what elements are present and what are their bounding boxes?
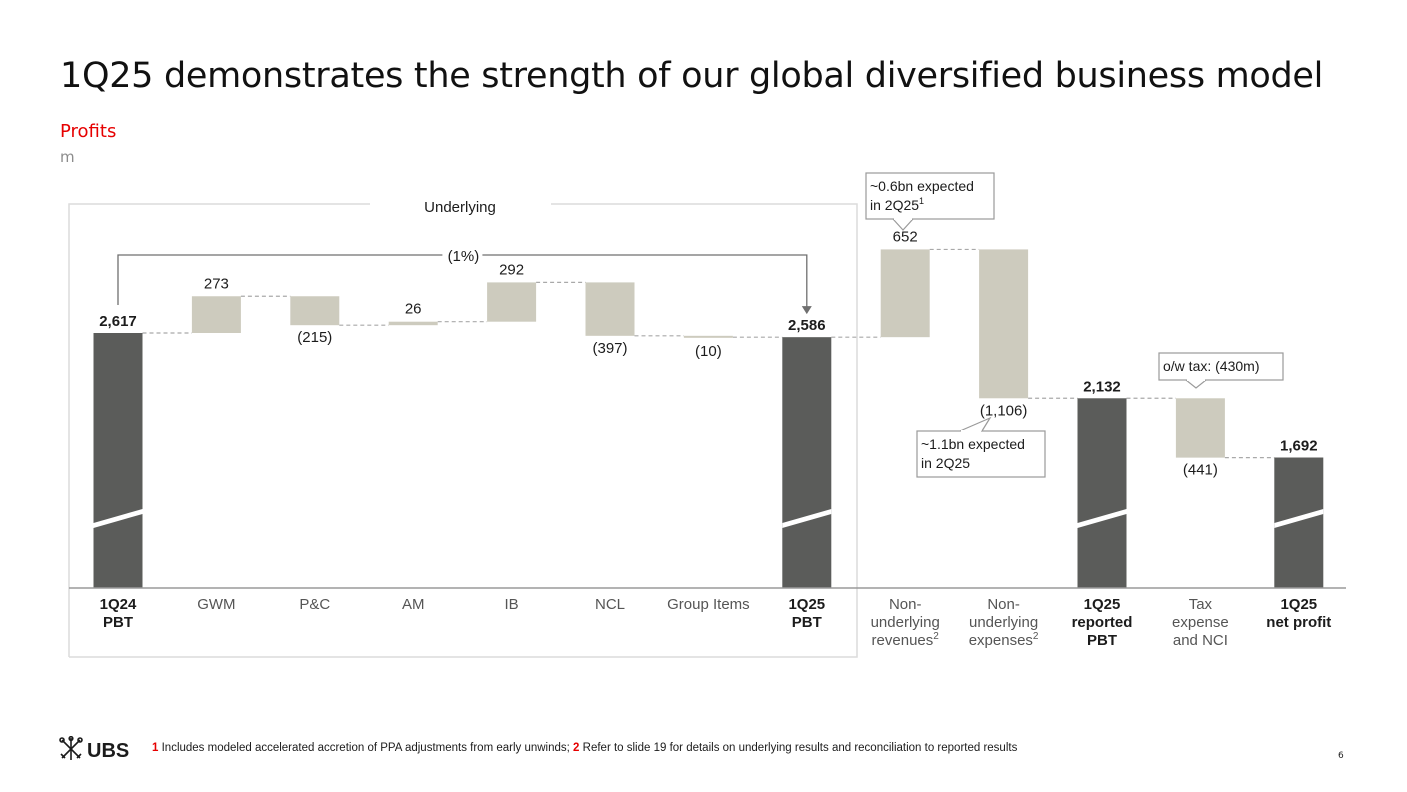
category-label: GWM xyxy=(197,596,235,613)
value-label: 26 xyxy=(405,301,422,318)
keys-icon xyxy=(59,736,83,760)
chart-unit: m xyxy=(60,148,75,166)
total-bar xyxy=(782,337,832,588)
footnote-1-text: Includes modeled accelerated accretion o… xyxy=(158,742,574,754)
category-label: 1Q24 PBT xyxy=(100,596,137,631)
value-label: (441) xyxy=(1183,462,1218,479)
delta-bar xyxy=(388,321,438,326)
callout-box xyxy=(1158,352,1284,381)
value-label: 292 xyxy=(499,261,524,278)
value-label: (10) xyxy=(695,343,722,360)
category-label: 1Q25 reported PBT xyxy=(1072,596,1133,649)
footnote: 1 Includes modeled accelerated accretion… xyxy=(152,742,1017,754)
delta-bar xyxy=(979,249,1029,399)
category-label: P&C xyxy=(299,596,330,613)
delta-bar xyxy=(487,282,537,322)
footnote-2-text: Refer to slide 19 for details on underly… xyxy=(579,742,1018,754)
ubs-logo: UBS xyxy=(59,736,129,762)
callout-box xyxy=(865,172,995,220)
callout-text: ~1.1bn expected in 2Q25 xyxy=(921,436,1025,471)
change-arrow-icon xyxy=(801,306,812,315)
delta-bar xyxy=(1175,398,1225,458)
category-label: IB xyxy=(505,596,519,613)
value-label: (397) xyxy=(592,340,627,357)
category-label: Group Items xyxy=(667,596,750,613)
callout-pointer xyxy=(959,416,992,432)
category-label: Tax expense and NCI xyxy=(1172,596,1229,649)
delta-bar xyxy=(585,282,635,336)
callout-box xyxy=(916,430,1046,478)
underlying-box-label: Underlying xyxy=(424,199,496,216)
value-label: 2,132 xyxy=(1083,378,1121,395)
page-number: 6 xyxy=(1338,751,1344,761)
chart-subtitle: Profits xyxy=(60,121,117,142)
delta-bar xyxy=(880,249,930,338)
value-label: 2,617 xyxy=(99,313,137,330)
footnote-2-number: 2 xyxy=(573,742,580,754)
change-label-bg xyxy=(442,245,483,265)
category-label: 1Q25 PBT xyxy=(788,596,825,631)
footnote-1-number: 1 xyxy=(152,742,159,754)
category-label: AM xyxy=(402,596,425,613)
value-label: (215) xyxy=(297,329,332,346)
value-label: 2,586 xyxy=(788,317,826,334)
value-label: (1,106) xyxy=(980,402,1028,419)
axis-break-mark xyxy=(782,509,832,528)
category-label: Non-underlying revenues2 xyxy=(871,596,940,649)
callout-pointer xyxy=(892,218,914,231)
category-label: Non-underlying expenses2 xyxy=(969,596,1039,649)
value-label: 273 xyxy=(204,275,229,292)
underlying-box xyxy=(68,203,858,658)
change-label: (1%) xyxy=(448,248,480,265)
callout-text: o/w tax: (430m) xyxy=(1163,358,1259,374)
delta-bar xyxy=(683,335,733,338)
logo-text: UBS xyxy=(87,740,129,762)
category-label: NCL xyxy=(595,596,625,613)
callout-text: ~0.6bn expected in 2Q251 xyxy=(870,178,974,213)
total-bar xyxy=(1077,398,1127,588)
axis-break-mark xyxy=(1274,509,1324,528)
value-label: 652 xyxy=(893,228,918,245)
callout-pointer xyxy=(1185,379,1207,389)
delta-bar xyxy=(290,296,340,326)
category-label: 1Q25 net profit xyxy=(1266,596,1331,631)
delta-bar xyxy=(191,296,241,333)
value-label: 1,692 xyxy=(1280,438,1318,455)
axis-break-mark xyxy=(93,509,143,528)
total-bar xyxy=(93,333,143,588)
axis-break-mark xyxy=(1077,509,1127,528)
page-title: 1Q25 demonstrates the strength of our gl… xyxy=(60,56,1324,96)
